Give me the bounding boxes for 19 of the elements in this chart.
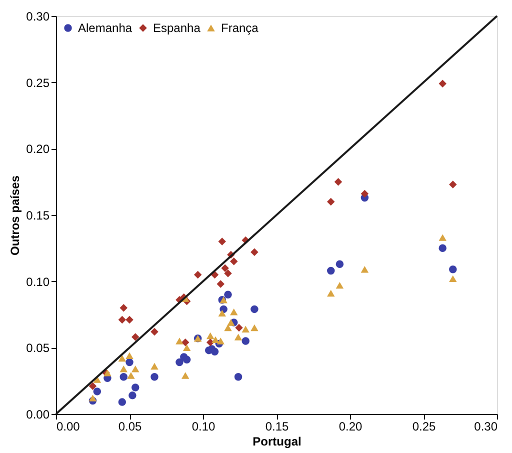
legend-label: Alemanha: [78, 21, 132, 35]
x-tick-label: 0.15: [265, 420, 289, 434]
y-axis-title: Outros países: [8, 175, 22, 256]
x-tick-label: 0.25: [412, 420, 436, 434]
x-tick-label: 0.30: [474, 420, 498, 434]
x-tick-label: 0.10: [192, 420, 216, 434]
legend-label: França: [221, 21, 259, 35]
x-tick-label: 0.00: [56, 420, 80, 434]
legend-label: Espanha: [153, 21, 201, 35]
y-tick-label: 0.10: [26, 274, 50, 289]
y-tick-label: 0.15: [26, 208, 50, 222]
x-axis-title: Portugal: [252, 434, 302, 448]
y-tick-label: 0.20: [26, 142, 50, 156]
x-tick-label: 0.05: [118, 420, 142, 434]
y-tick-label: 0.30: [26, 10, 50, 24]
x-tick-label: 0.20: [338, 420, 362, 434]
y-tick-label: 0.05: [26, 341, 50, 356]
y-tick-label: 0.25: [26, 76, 50, 90]
y-tick-label: 0.00: [26, 408, 50, 422]
